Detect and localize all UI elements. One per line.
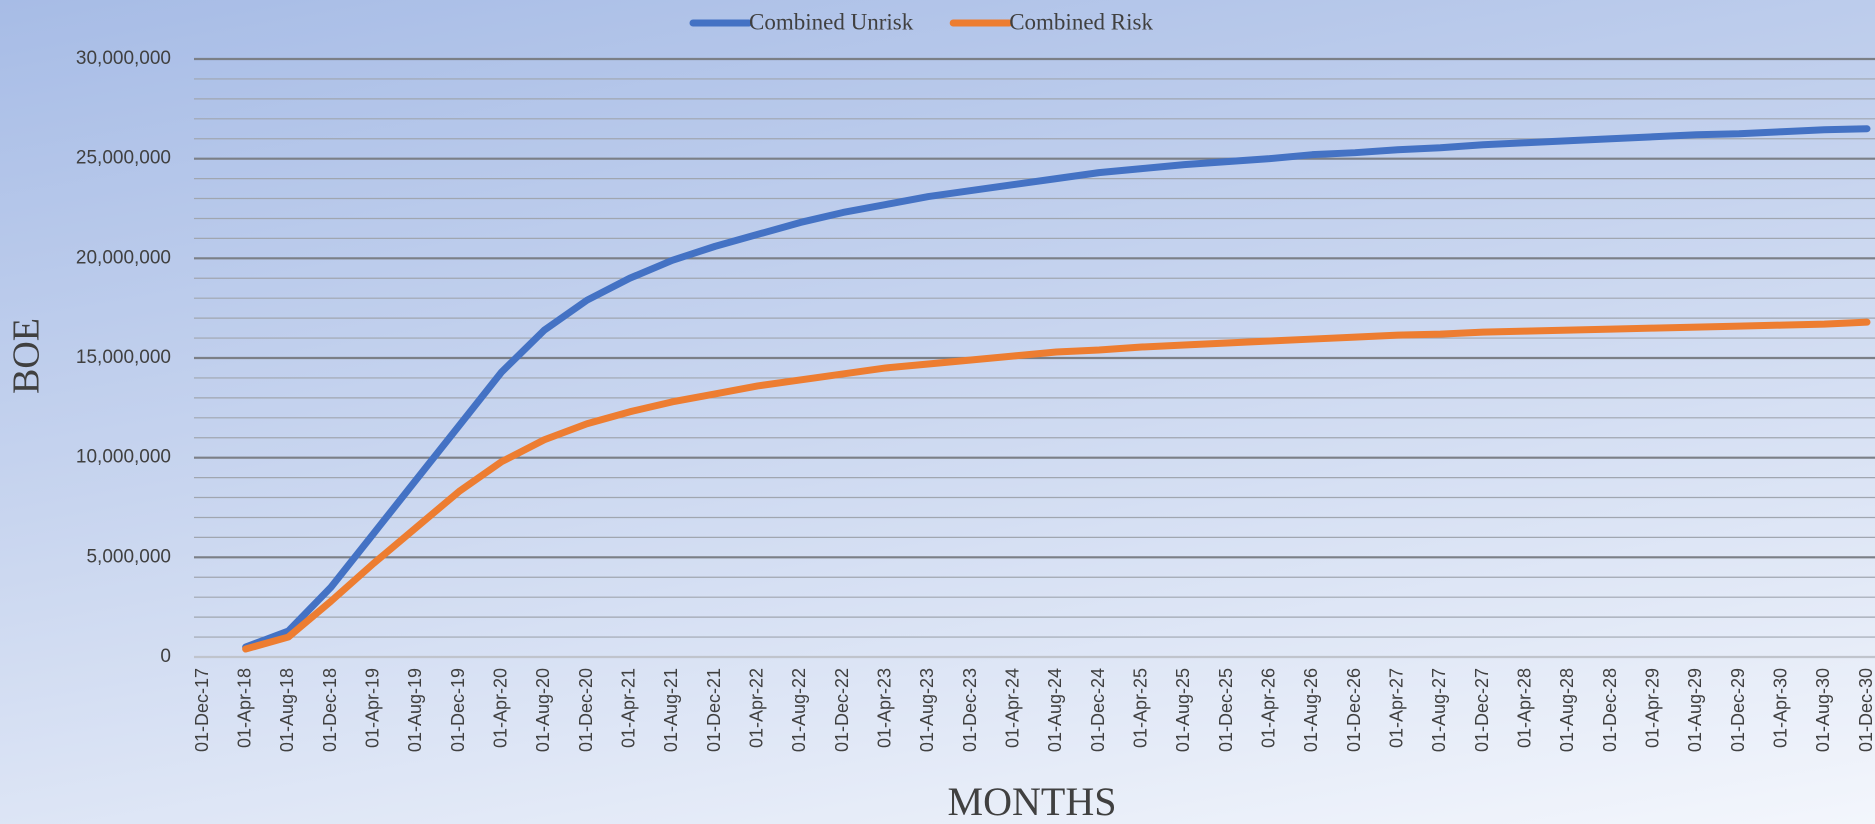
x-tick-label: 01-Dec-23	[960, 668, 980, 752]
x-tick-label: 01-Apr-20	[490, 668, 510, 748]
x-tick-label: 01-Aug-20	[533, 668, 553, 752]
x-tick-label: 01-Apr-28	[1514, 668, 1534, 748]
x-tick-label: 01-Dec-27	[1472, 668, 1492, 752]
x-tick-label: 01-Aug-19	[405, 668, 425, 752]
data-line	[242, 125, 1871, 651]
x-tick-label: 01-Apr-25	[1130, 668, 1150, 748]
x-tick-label: 01-Aug-29	[1685, 668, 1705, 752]
x-tick-label: 01-Dec-24	[1088, 668, 1108, 752]
x-tick-label: 01-Dec-17	[192, 668, 212, 752]
x-tick-label: 01-Apr-27	[1386, 668, 1406, 748]
x-tick-label: 01-Apr-29	[1642, 668, 1662, 748]
legend-label: Combined Unrisk	[749, 9, 914, 34]
x-axis-title: MONTHS	[948, 779, 1117, 824]
x-tick-label: 01-Dec-20	[576, 668, 596, 752]
x-tick-label: 01-Aug-23	[917, 668, 937, 752]
x-tick-label: 01-Dec-25	[1216, 668, 1236, 752]
x-tick-label: 01-Aug-26	[1301, 668, 1321, 752]
x-tick-label: 01-Aug-25	[1173, 668, 1193, 752]
data-line	[242, 318, 1871, 653]
y-tick-label: 10,000,000	[76, 447, 171, 468]
x-tick-label: 01-Apr-22	[746, 668, 766, 748]
x-tick-label: 01-Dec-21	[704, 668, 724, 752]
x-tick-label: 01-Apr-18	[234, 668, 254, 748]
y-tick-label: 0	[160, 646, 171, 667]
x-tick-label: 01-Aug-21	[661, 668, 681, 752]
y-tick-label: 5,000,000	[86, 546, 171, 567]
y-tick-label: 25,000,000	[76, 148, 171, 169]
x-tick-label: 01-Aug-22	[789, 668, 809, 752]
x-tick-label: 01-Apr-19	[362, 668, 382, 748]
x-tick-label: 01-Dec-26	[1344, 668, 1364, 752]
legend-label: Combined Risk	[1009, 9, 1153, 34]
x-tick-label: 01-Apr-30	[1770, 668, 1790, 748]
x-tick-label: 01-Aug-28	[1557, 668, 1577, 752]
x-tick-label: 01-Apr-24	[1002, 668, 1022, 748]
x-tick-label: 01-Dec-19	[448, 668, 468, 752]
x-tick-label: 01-Dec-18	[320, 668, 340, 752]
x-tick-label: 01-Dec-30	[1856, 668, 1875, 752]
x-tick-label: 01-Aug-18	[277, 668, 297, 752]
y-tick-label: 30,000,000	[76, 48, 171, 69]
x-tick-label: 01-Dec-29	[1728, 668, 1748, 752]
x-tick-label: 01-Apr-26	[1258, 668, 1278, 748]
x-tick-label: 01-Aug-30	[1813, 668, 1833, 752]
x-tick-label: 01-Aug-27	[1429, 668, 1449, 752]
x-tick-label: 01-Apr-23	[874, 668, 894, 748]
x-tick-label: 01-Apr-21	[618, 668, 638, 748]
y-tick-label: 20,000,000	[76, 247, 171, 268]
x-tick-label: 01-Dec-22	[832, 668, 852, 752]
x-tick-label: 01-Dec-28	[1600, 668, 1620, 752]
y-tick-label: 15,000,000	[76, 347, 171, 368]
y-axis-title: BOE	[6, 318, 48, 394]
x-tick-label: 01-Aug-24	[1045, 668, 1065, 752]
